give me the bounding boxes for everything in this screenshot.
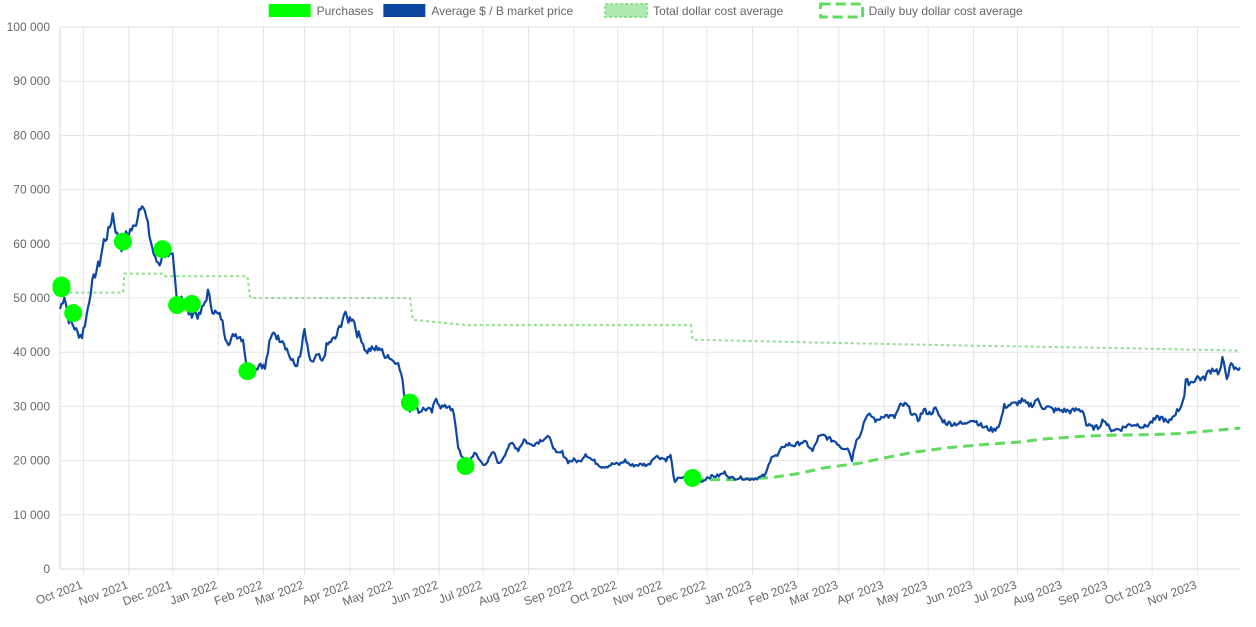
legend-swatch <box>383 4 426 17</box>
grid <box>59 26 1240 575</box>
purchase-point <box>456 457 475 476</box>
x-tick-label: Nov 2022 <box>611 578 664 609</box>
x-tick-label: Dec 2022 <box>655 578 708 609</box>
y-tick-label: 0 <box>43 562 50 576</box>
series-average-market-price <box>58 205 1241 484</box>
x-tick-label: Jul 2022 <box>437 578 485 607</box>
legend-item: Total dollar cost average <box>604 3 784 18</box>
legend: Purchases Average $ / B market price Total… <box>268 2 1023 19</box>
y-tick-label: 40 000 <box>13 345 50 359</box>
axes: 0 10 000 20 000 30 000 40 000 50 000 60 000 70 … <box>7 20 1199 609</box>
legend-swatch <box>604 3 649 18</box>
y-tick-label: 60 000 <box>13 237 50 251</box>
y-tick-label: 20 000 <box>13 454 50 468</box>
purchase-point <box>113 232 132 251</box>
legend-item: Average $ / B market price <box>383 4 574 18</box>
y-tick-label: 30 000 <box>13 399 50 413</box>
x-tick-label: Aug 2023 <box>1011 578 1064 609</box>
x-tick-label: Dec 2021 <box>121 578 174 609</box>
legend-swatch <box>268 4 311 17</box>
legend-item: Purchases <box>268 4 374 18</box>
y-tick-label: 100 000 <box>7 20 51 34</box>
x-tick-label: Jun 2022 <box>389 578 440 608</box>
y-tick-label: 50 000 <box>13 291 50 305</box>
legend-label: Purchases <box>317 4 374 18</box>
y-tick-label: 70 000 <box>13 183 50 197</box>
x-tick-label: Jan 2022 <box>168 578 219 608</box>
x-tick-label: Oct 2021 <box>34 578 85 608</box>
purchase-point <box>182 294 201 313</box>
x-tick-label: Jul 2023 <box>971 578 1019 607</box>
x-tick-label: Sep 2022 <box>522 578 575 609</box>
purchase-point <box>168 296 187 315</box>
legend-item: Daily buy dollar cost average <box>819 2 1023 19</box>
x-tick-label: Oct 2023 <box>1103 578 1154 608</box>
legend-label: Total dollar cost average <box>653 4 783 18</box>
legend-label: Average $ / B market price <box>431 4 573 18</box>
x-tick-label: May 2023 <box>875 578 930 609</box>
purchase-point <box>683 468 702 487</box>
y-tick-label: 10 000 <box>13 508 50 522</box>
x-tick-label: Jun 2023 <box>923 578 974 608</box>
purchase-point <box>238 362 257 381</box>
x-tick-label: Aug 2022 <box>476 578 529 609</box>
y-tick-label: 90 000 <box>13 74 50 88</box>
legend-swatch <box>819 2 865 19</box>
y-tick-label: 80 000 <box>13 128 50 142</box>
x-tick-label: Sep 2023 <box>1056 578 1109 609</box>
x-tick-label: Nov 2021 <box>77 578 130 609</box>
purchase-point <box>400 393 419 412</box>
series-layer <box>52 205 1241 487</box>
purchase-point <box>64 304 83 323</box>
x-tick-label: Nov 2023 <box>1146 578 1199 609</box>
series-total-dollar-cost-average <box>59 272 1241 352</box>
purchase-point <box>52 279 71 298</box>
legend-label: Daily buy dollar cost average <box>869 4 1023 18</box>
x-tick-label: Oct 2022 <box>568 578 619 608</box>
x-tick-label: May 2022 <box>341 578 396 609</box>
x-tick-label: Jan 2023 <box>702 578 753 608</box>
series-daily-buy-dollar-cost-average <box>693 426 1241 482</box>
purchase-point <box>153 240 172 259</box>
